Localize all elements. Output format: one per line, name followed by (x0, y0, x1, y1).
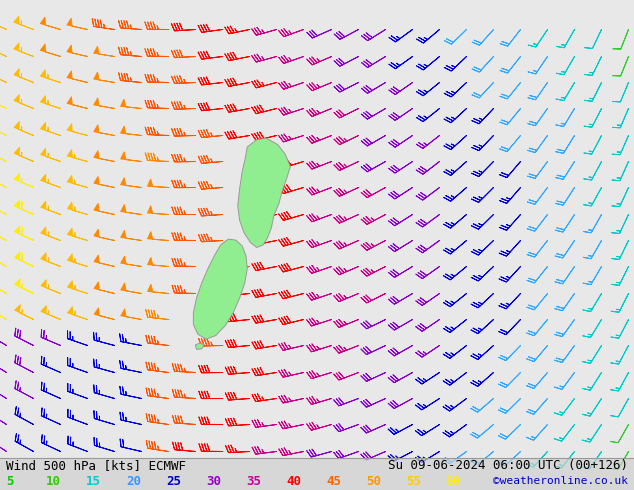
Polygon shape (193, 239, 247, 339)
Text: Wind 500 hPa [kts] ECMWF: Wind 500 hPa [kts] ECMWF (6, 459, 186, 472)
Text: 15: 15 (86, 475, 101, 488)
Text: 50: 50 (366, 475, 381, 488)
Text: 25: 25 (166, 475, 181, 488)
Text: 45: 45 (326, 475, 341, 488)
Text: 40: 40 (286, 475, 301, 488)
Text: 20: 20 (126, 475, 141, 488)
Text: Su 09-06-2024 06:00 UTC (00+126): Su 09-06-2024 06:00 UTC (00+126) (387, 459, 628, 472)
Text: 5: 5 (6, 475, 14, 488)
Polygon shape (238, 138, 290, 247)
Text: 10: 10 (46, 475, 61, 488)
Text: 30: 30 (206, 475, 221, 488)
Text: 35: 35 (246, 475, 261, 488)
Text: ©weatheronline.co.uk: ©weatheronline.co.uk (493, 476, 628, 486)
Text: 55: 55 (406, 475, 421, 488)
Polygon shape (195, 343, 204, 349)
Text: 60: 60 (446, 475, 461, 488)
Bar (0, 458, 634, 490)
